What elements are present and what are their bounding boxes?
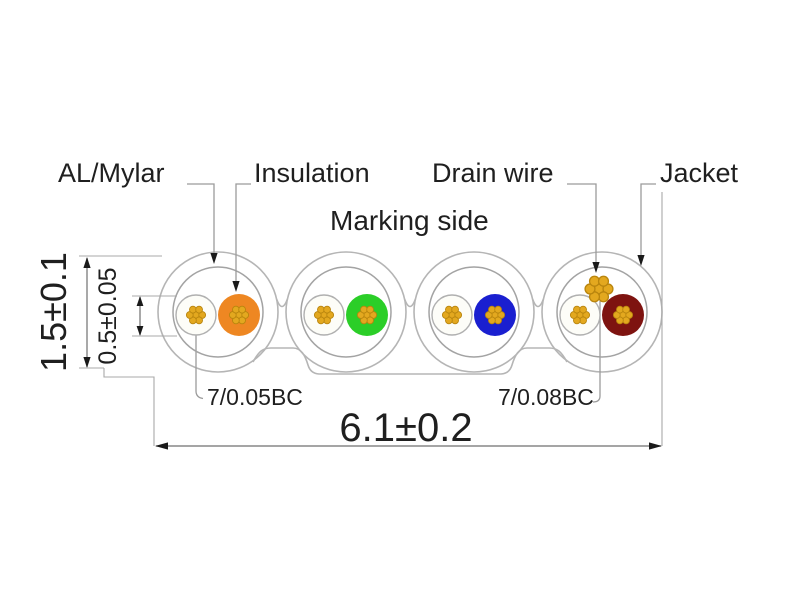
arrowhead-right — [649, 442, 662, 450]
conductor-strands-icon — [612, 305, 634, 325]
al-mylar-shield — [172, 266, 264, 358]
callouts: AL/Mylar Insulation Drain wire Jacket Ma… — [58, 158, 739, 292]
extension-step-line — [103, 368, 155, 446]
arrowhead-up — [136, 296, 144, 306]
al-mylar-shield — [428, 266, 520, 358]
leader-drain-wire — [567, 183, 597, 264]
jacket-bottom-web — [252, 347, 568, 375]
leader-signal-spec — [195, 332, 204, 400]
dimensions: 1.5±0.1 0.5±0.05 6.1±0.2 7/0.05BC — [33, 192, 663, 450]
label-al-mylar: AL/Mylar — [58, 158, 165, 188]
conductor-strands-icon — [313, 305, 335, 325]
wire-unit-4 — [556, 266, 648, 358]
spec-signal-conductor: 7/0.05BC — [207, 384, 303, 410]
jacket-unit-circle — [285, 251, 407, 373]
wire-unit-1 — [172, 266, 264, 358]
label-marking-side: Marking side — [330, 205, 489, 236]
arrowhead-insulation — [232, 281, 240, 292]
arrowhead-al-mylar — [210, 253, 218, 264]
drain-wire-icon — [584, 275, 614, 303]
jacket-unit-circle — [157, 251, 279, 373]
arrowhead-down — [83, 357, 91, 368]
arrowhead-drain-wire — [592, 262, 600, 273]
dimension-thickness-value: 1.5±0.1 — [33, 252, 74, 372]
arrowhead-up — [83, 257, 91, 268]
conductor-strands-icon — [569, 305, 591, 325]
arrowhead-jacket — [637, 255, 645, 266]
dimension-overall-width-value: 6.1±0.2 — [339, 406, 472, 450]
wire-unit-3 — [428, 266, 520, 358]
conductor-strands-icon — [484, 305, 506, 325]
al-mylar-shield — [300, 266, 392, 358]
leader-insulation — [235, 183, 251, 283]
leader-jacket — [640, 183, 656, 257]
jacket-top-notch — [403, 298, 417, 308]
label-drain-wire: Drain wire — [432, 158, 554, 188]
al-mylar-shield — [556, 266, 648, 358]
jacket-top-notch — [531, 298, 545, 308]
spec-drain-conductor: 7/0.08BC — [498, 384, 594, 410]
label-jacket: Jacket — [660, 158, 739, 188]
wire-unit-2 — [300, 266, 392, 358]
dimension-conductor-od: 0.5±0.05 — [94, 267, 177, 365]
jacket-top-notch — [275, 298, 289, 308]
arrowhead-down — [136, 326, 144, 336]
leader-drain-spec — [592, 301, 601, 403]
conductor-strands-icon — [441, 305, 463, 325]
leader-al-mylar — [187, 183, 215, 255]
dimension-thickness: 1.5±0.1 — [33, 252, 162, 446]
dimension-overall-width: 6.1±0.2 — [155, 192, 663, 450]
conductor-strands-icon — [356, 305, 378, 325]
jacket-unit-circle — [413, 251, 535, 373]
cable-body — [157, 251, 663, 403]
dimension-conductor-od-value: 0.5±0.05 — [94, 267, 122, 364]
label-insulation: Insulation — [254, 158, 370, 188]
arrowhead-left — [155, 442, 168, 450]
conductor-strands-icon — [228, 305, 250, 325]
conductor-strands-icon — [185, 305, 207, 325]
